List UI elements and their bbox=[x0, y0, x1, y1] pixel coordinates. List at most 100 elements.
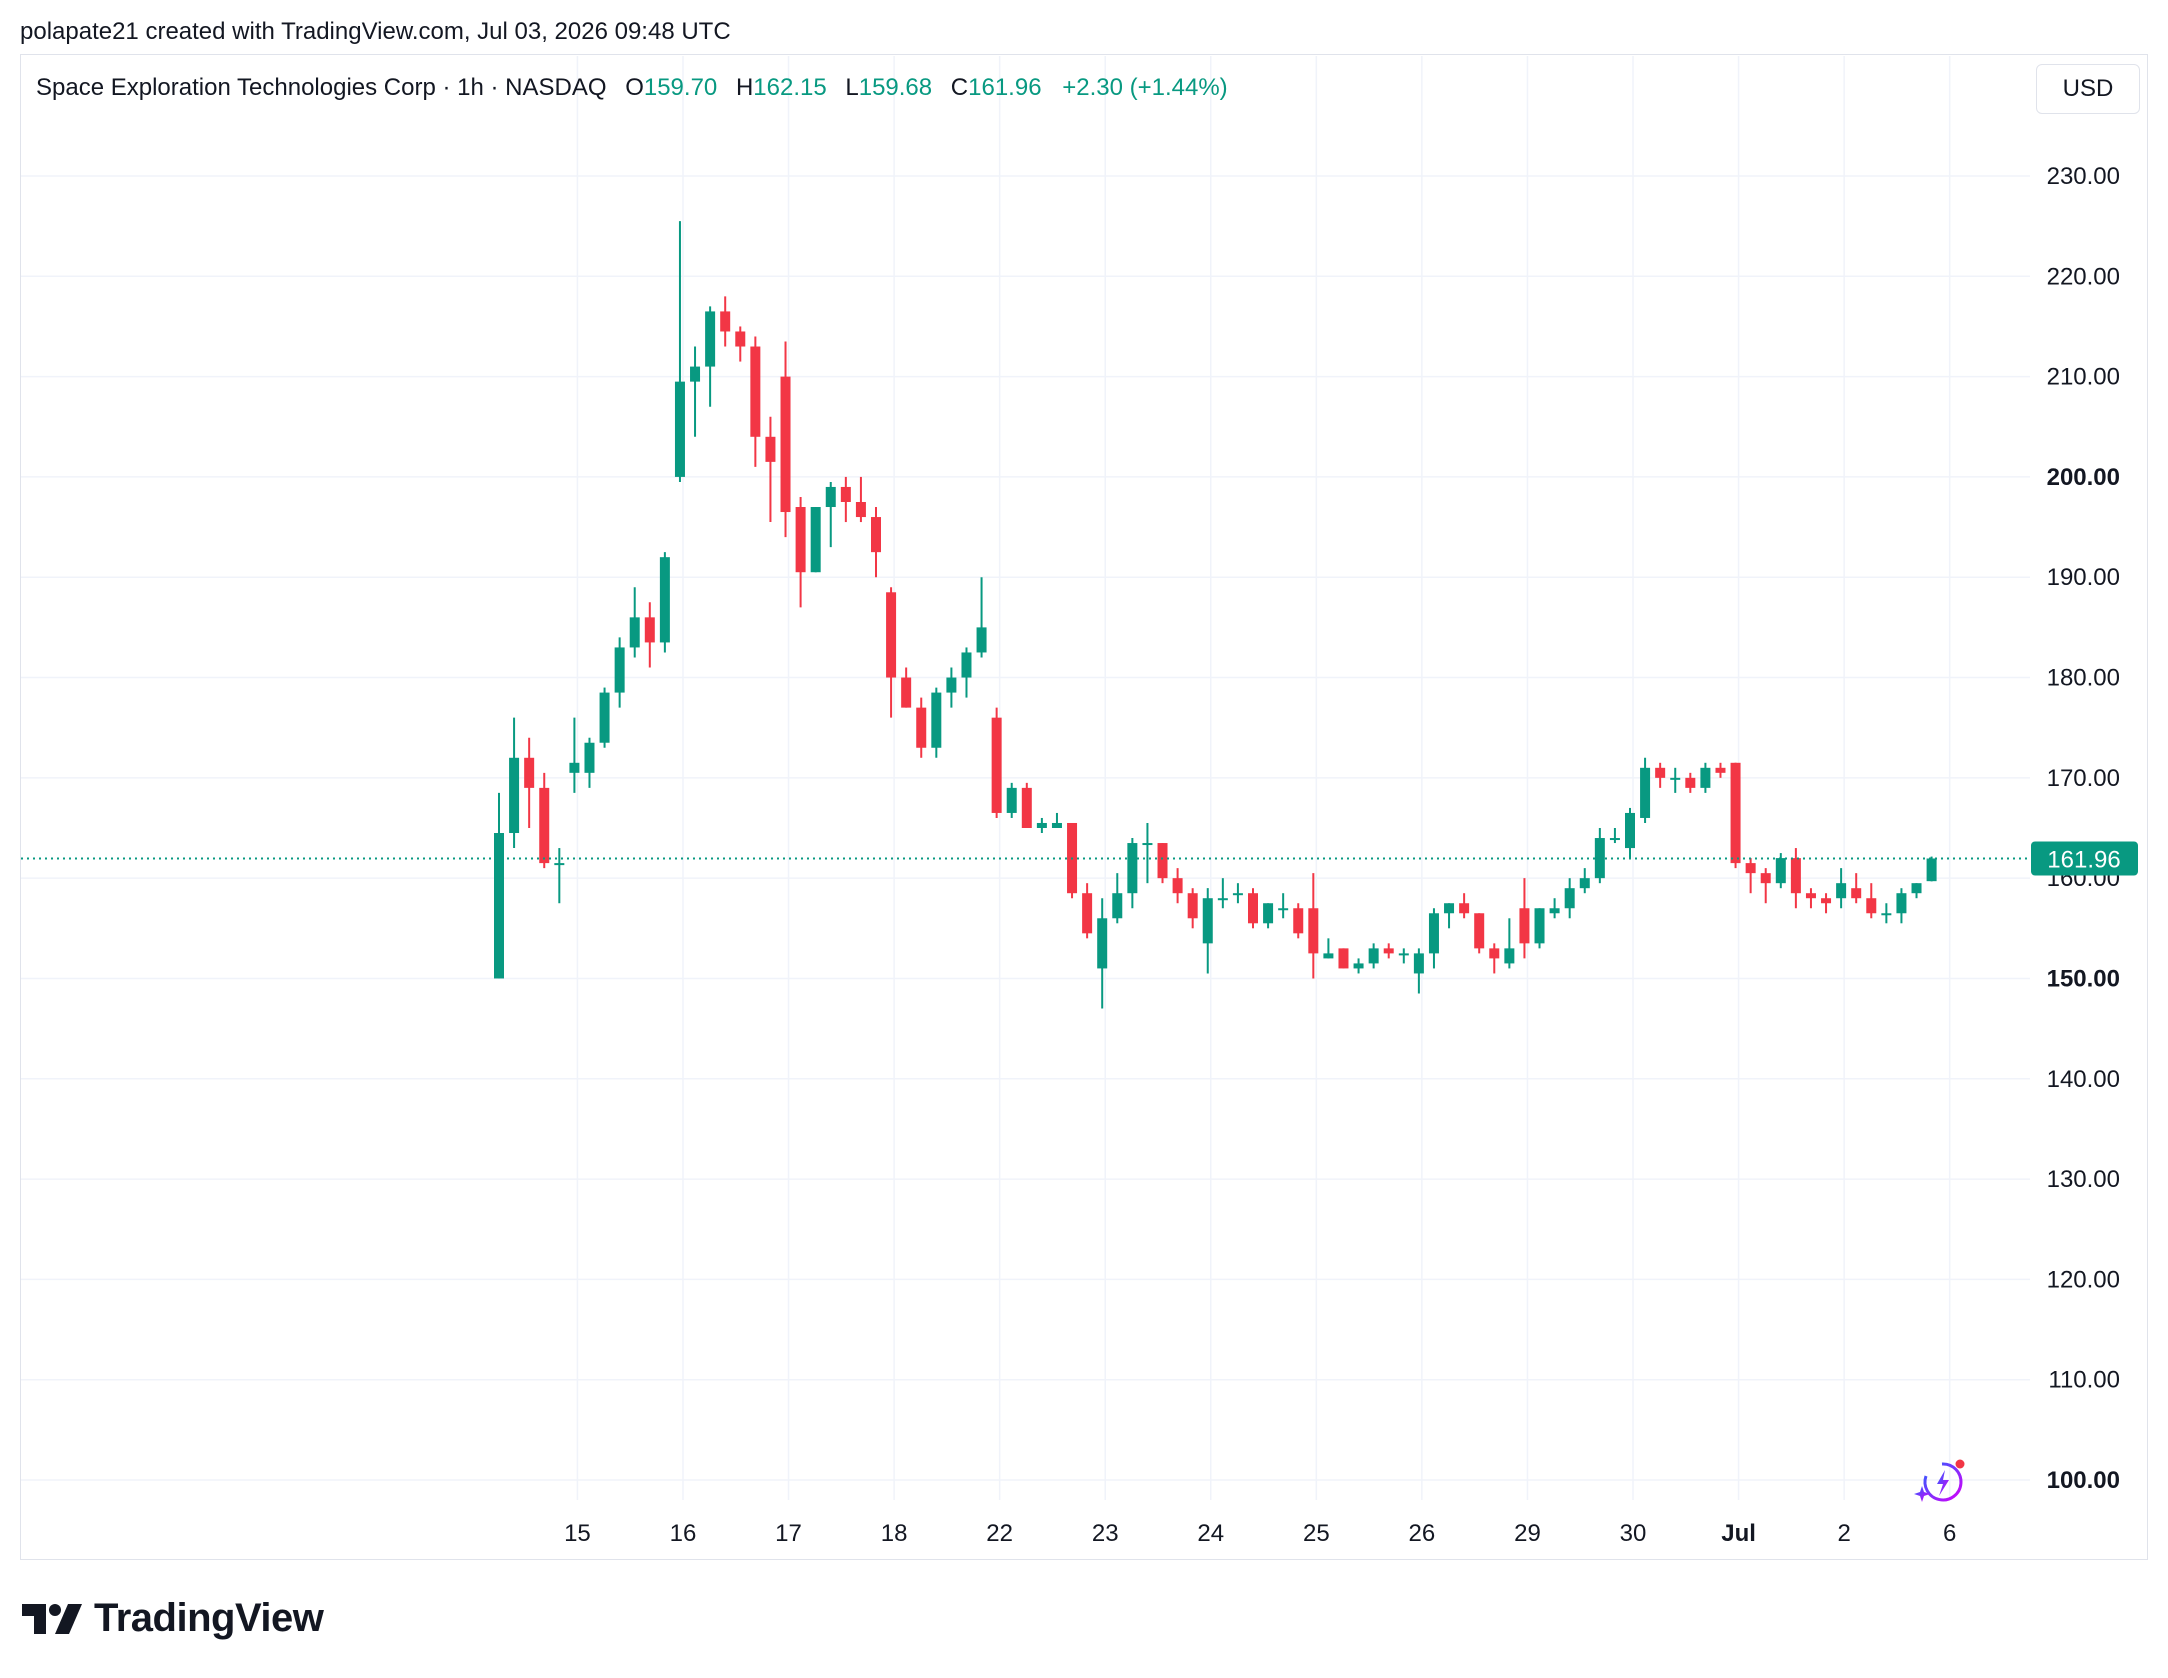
open-label: O bbox=[625, 74, 644, 101]
candle-body-down bbox=[855, 502, 866, 518]
candle-body-down bbox=[1851, 888, 1862, 899]
candle-body-up bbox=[614, 647, 625, 693]
x-axis-tick-label: 17 bbox=[775, 1520, 802, 1547]
x-axis-tick-label: 30 bbox=[1620, 1520, 1647, 1547]
candle-body-down bbox=[1474, 913, 1485, 949]
candle-body-up bbox=[1534, 908, 1545, 944]
candle-body-up bbox=[825, 486, 836, 508]
candle-body-down bbox=[1519, 908, 1530, 944]
candle-body-down bbox=[1730, 762, 1741, 864]
candle-body-up bbox=[509, 757, 520, 834]
candle-body-down bbox=[840, 486, 851, 502]
candle-body-down bbox=[871, 517, 881, 553]
candle-body-down bbox=[1308, 908, 1319, 954]
candle-body-up bbox=[1926, 858, 1937, 882]
high-value: 162.15 bbox=[753, 74, 827, 101]
candle-body-up bbox=[554, 863, 565, 866]
candle-body-down bbox=[1383, 948, 1394, 954]
x-axis-tick-label: 15 bbox=[564, 1520, 591, 1547]
x-axis-tick-label: 26 bbox=[1409, 1520, 1436, 1547]
candle-body-down bbox=[1187, 893, 1198, 919]
candle-body-down bbox=[720, 311, 731, 332]
y-axis-tick-label: 120.00 bbox=[2047, 1266, 2120, 1293]
candle-body-down bbox=[1805, 893, 1816, 899]
close-label: C bbox=[950, 74, 969, 101]
candle-body-up bbox=[1504, 948, 1515, 964]
candle-body-down bbox=[1489, 948, 1500, 959]
candle-body-down bbox=[1459, 903, 1470, 914]
candle-body-up bbox=[1700, 767, 1711, 788]
candle-body-up bbox=[599, 692, 610, 743]
candle-body-down bbox=[1157, 843, 1168, 879]
tradingview-brand[interactable]: TradingView bbox=[22, 1596, 324, 1641]
x-axis-tick-label: 23 bbox=[1092, 1520, 1119, 1547]
candle-body-down bbox=[1715, 767, 1726, 773]
x-axis-tick-label: 25 bbox=[1303, 1520, 1330, 1547]
candle-body-up bbox=[1881, 913, 1892, 916]
candle-body-up bbox=[629, 617, 640, 648]
candle-body-down bbox=[1760, 873, 1771, 884]
candle-body-down bbox=[765, 436, 776, 462]
x-axis-tick-label: 29 bbox=[1514, 1520, 1541, 1547]
candle-body-up bbox=[1263, 903, 1274, 924]
y-axis-tick-label: 190.00 bbox=[2047, 564, 2120, 591]
candle-body-down bbox=[539, 787, 550, 864]
x-axis-tick-label: 6 bbox=[1943, 1520, 1956, 1547]
candle-body-up bbox=[1398, 953, 1409, 956]
chart-credit: polapate21 created with TradingView.com,… bbox=[20, 18, 731, 45]
candle-body-down bbox=[1655, 767, 1666, 778]
candle-body-down bbox=[795, 507, 806, 573]
candle-body-down bbox=[1866, 898, 1877, 914]
ohlc-legend: Space Exploration Technologies Corp · 1h… bbox=[36, 74, 1228, 102]
chart-frame bbox=[20, 54, 2148, 1560]
candle-body-up bbox=[584, 742, 595, 773]
y-axis-tick-label: 230.00 bbox=[2047, 163, 2120, 190]
candle-body-up bbox=[1097, 918, 1108, 969]
y-axis-tick-label: 140.00 bbox=[2047, 1066, 2120, 1093]
candle-body-up bbox=[1609, 838, 1620, 841]
candle-body-down bbox=[735, 331, 746, 347]
candle-body-up bbox=[1670, 777, 1681, 780]
candle-body-up bbox=[1579, 878, 1590, 889]
candle-body-up bbox=[1836, 883, 1847, 899]
candle-body-up bbox=[705, 311, 716, 367]
candle-body-up bbox=[1640, 767, 1651, 818]
candle-body-down bbox=[886, 592, 897, 678]
candle-body-up bbox=[946, 677, 957, 693]
candle-body-down bbox=[1821, 898, 1832, 904]
y-axis-tick-label: 170.00 bbox=[2047, 765, 2120, 792]
high-label: H bbox=[735, 74, 754, 101]
candle-body-up bbox=[810, 507, 821, 573]
y-axis-tick-label: 150.00 bbox=[2047, 965, 2120, 992]
candle-body-down bbox=[780, 376, 791, 513]
x-axis-tick-label: 22 bbox=[986, 1520, 1013, 1547]
candle-body-up bbox=[976, 627, 987, 653]
lightning-sparkle-icon[interactable] bbox=[1912, 1454, 1968, 1510]
candle-body-up bbox=[1896, 893, 1907, 914]
candle-body-up bbox=[1112, 893, 1123, 919]
candle-body-down bbox=[1685, 777, 1696, 788]
candle-body-up bbox=[1368, 948, 1379, 964]
candle-body-up bbox=[1202, 898, 1213, 944]
currency-button[interactable]: USD bbox=[2036, 64, 2140, 114]
y-axis-tick-label: 220.00 bbox=[2047, 263, 2120, 290]
candle-body-down bbox=[1248, 893, 1258, 924]
low-value: 159.68 bbox=[858, 74, 933, 101]
candle-body-down bbox=[750, 346, 761, 437]
candle-body-down bbox=[524, 757, 535, 788]
candle-body-up bbox=[569, 762, 580, 773]
symbol-title[interactable]: Space Exploration Technologies Corp · 1h… bbox=[36, 74, 607, 101]
y-axis-tick-label: 110.00 bbox=[2048, 1367, 2120, 1394]
candle-body-down bbox=[1021, 787, 1032, 828]
candle-body-down bbox=[1082, 893, 1093, 934]
candle-body-down bbox=[1172, 878, 1183, 894]
open-value: 159.70 bbox=[643, 74, 718, 101]
y-axis-tick-label: 210.00 bbox=[2047, 364, 2120, 391]
candle-body-down bbox=[1790, 858, 1801, 894]
candle-body-up bbox=[961, 652, 972, 678]
candle-body-up bbox=[1323, 953, 1334, 959]
y-axis-tick-label: 130.00 bbox=[2047, 1166, 2120, 1193]
x-axis-tick-label: 16 bbox=[670, 1520, 697, 1547]
candle-body-up bbox=[1775, 858, 1786, 884]
